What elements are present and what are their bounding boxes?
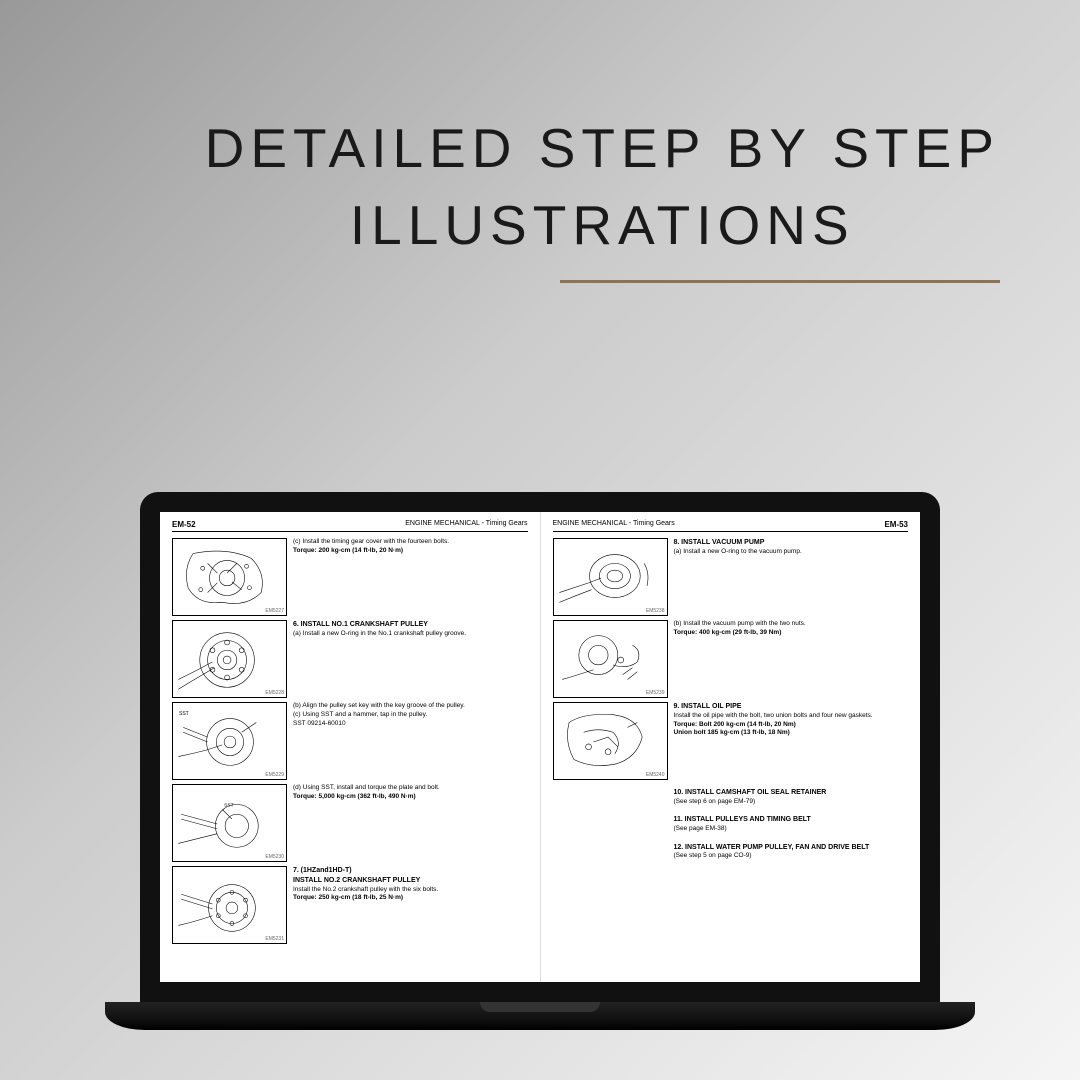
page-header-right: ENGINE MECHANICAL - Timing Gears EM-53 xyxy=(553,520,909,532)
step-text: (b) Align the pulley set key with the ke… xyxy=(293,702,528,780)
step-row: SST EM5229 (b) Align the pulley set key … xyxy=(172,702,528,780)
diagram-thumb: EM5239 xyxy=(553,620,668,698)
page-number-left: EM-52 xyxy=(172,520,196,529)
laptop-base xyxy=(105,1002,975,1030)
step-text: (c) Install the timing gear cover with t… xyxy=(293,538,528,616)
step-text: 10. INSTALL CAMSHAFT OIL SEAL RETAINER (… xyxy=(674,788,909,861)
step-row: SST EM5230 (d) Using SST, install and to… xyxy=(172,784,528,862)
svg-text:SST: SST xyxy=(224,802,233,808)
page-title-left: ENGINE MECHANICAL - Timing Gears xyxy=(405,520,527,529)
page-number-right: EM-53 xyxy=(884,520,908,529)
manual-page-right: ENGINE MECHANICAL - Timing Gears EM-53 E… xyxy=(541,512,921,982)
step-row: EM5239 (b) Install the vacuum pump with … xyxy=(553,620,909,698)
step-row: EM5228 6. INSTALL NO.1 CRANKSHAFT PULLEY… xyxy=(172,620,528,698)
headline: DETAILED STEP BY STEP ILLUSTRATIONS xyxy=(205,110,1000,264)
step-row: 10. INSTALL CAMSHAFT OIL SEAL RETAINER (… xyxy=(553,788,909,861)
step-row: EM5227 (c) Install the timing gear cover… xyxy=(172,538,528,616)
laptop-notch xyxy=(480,1002,600,1012)
laptop-screen: EM-52 ENGINE MECHANICAL - Timing Gears E… xyxy=(160,512,920,982)
diagram-thumb: SST EM5230 xyxy=(172,784,287,862)
diagram-thumb: EM5231 xyxy=(172,866,287,944)
diagram-thumb: EM5238 xyxy=(553,538,668,616)
diagram-thumb: EM5228 xyxy=(172,620,287,698)
step-text: (b) Install the vacuum pump with the two… xyxy=(674,620,909,698)
page-header-left: EM-52 ENGINE MECHANICAL - Timing Gears xyxy=(172,520,528,532)
headline-line2: ILLUSTRATIONS xyxy=(205,187,1000,264)
step-text: 8. INSTALL VACUUM PUMP (a) Install a new… xyxy=(674,538,909,616)
step-row: EM5240 9. INSTALL OIL PIPE Install the o… xyxy=(553,702,909,780)
step-text: 6. INSTALL NO.1 CRANKSHAFT PULLEY (a) In… xyxy=(293,620,528,698)
headline-underline xyxy=(560,280,1000,283)
laptop-mockup: EM-52 ENGINE MECHANICAL - Timing Gears E… xyxy=(105,492,975,1030)
laptop-screen-bezel: EM-52 ENGINE MECHANICAL - Timing Gears E… xyxy=(140,492,940,1002)
diagram-thumb: EM5227 xyxy=(172,538,287,616)
step-row: EM5238 8. INSTALL VACUUM PUMP (a) Instal… xyxy=(553,538,909,616)
step-text: 7. (1HZand1HD-T) INSTALL NO.2 CRANKSHAFT… xyxy=(293,866,528,944)
manual-page-left: EM-52 ENGINE MECHANICAL - Timing Gears E… xyxy=(160,512,541,982)
step-row: EM5231 7. (1HZand1HD-T) INSTALL NO.2 CRA… xyxy=(172,866,528,944)
headline-line1: DETAILED STEP BY STEP xyxy=(205,110,1000,187)
diagram-thumb: EM5240 xyxy=(553,702,668,780)
step-text: (d) Using SST, install and torque the pl… xyxy=(293,784,528,862)
page-title-right: ENGINE MECHANICAL - Timing Gears xyxy=(553,520,675,529)
diagram-thumb: SST EM5229 xyxy=(172,702,287,780)
step-text: 9. INSTALL OIL PIPE Install the oil pipe… xyxy=(674,702,909,780)
